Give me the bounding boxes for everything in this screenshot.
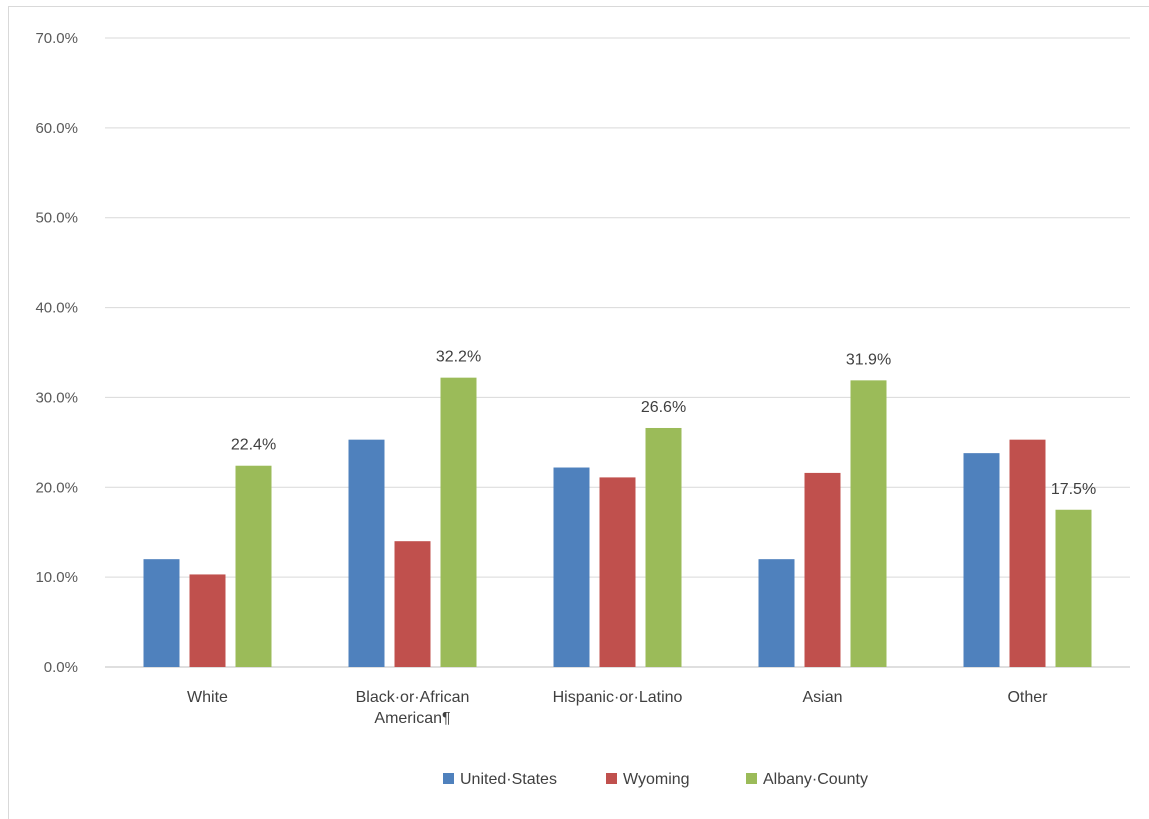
bar-0-1 <box>348 439 385 667</box>
bar-1-0 <box>189 574 226 667</box>
bar-0-2 <box>553 467 590 667</box>
legend-label-1: Wyoming <box>623 771 690 788</box>
y-tick-label: 20.0% <box>35 479 78 496</box>
legend-swatch-0 <box>443 773 454 784</box>
chart-frame <box>8 6 1149 819</box>
data-label: 26.6% <box>641 399 686 416</box>
data-label: 32.2% <box>436 349 481 366</box>
category-label: American¶ <box>374 710 450 727</box>
data-label: 22.4% <box>231 437 276 454</box>
bar-1-1 <box>394 541 431 667</box>
category-label: Hispanic·or·Latino <box>553 689 683 706</box>
y-tick-label: 10.0% <box>35 569 78 586</box>
data-label: 31.9% <box>846 351 891 368</box>
legend-label-2: Albany·County <box>763 771 868 788</box>
bar-0-0 <box>143 559 180 667</box>
bar-0-4 <box>963 453 1000 667</box>
bars <box>143 377 1092 667</box>
bar-1-3 <box>804 472 841 667</box>
y-tick-label: 60.0% <box>35 120 78 137</box>
bar-1-2 <box>599 477 636 667</box>
bar-2-2 <box>645 427 682 667</box>
data-labels: 22.4% 32.2% 26.6% 31.9% 17.5% <box>231 349 1096 498</box>
category-label: Other <box>1007 689 1048 706</box>
x-axis-categories: White Black·or·African American¶ Hispanic·o… <box>187 689 1048 727</box>
bar-2-1 <box>440 377 477 667</box>
y-tick-label: 70.0% <box>35 30 78 47</box>
bar-0-3 <box>758 559 795 667</box>
legend-label-0: United·States <box>460 771 557 788</box>
bar-2-3 <box>850 380 887 667</box>
data-label: 17.5% <box>1051 481 1096 498</box>
category-label: Asian <box>802 689 842 706</box>
y-tick-label: 40.0% <box>35 300 78 317</box>
category-label: Black·or·African <box>356 689 470 706</box>
y-tick-label: 50.0% <box>35 210 78 227</box>
bar-1-4 <box>1009 439 1046 667</box>
y-axis-ticks: 0.0% 10.0% 20.0% 30.0% 40.0% 50.0% 60.0% 70.0% <box>35 30 78 676</box>
bar-2-0 <box>235 465 272 667</box>
category-label: White <box>187 689 228 706</box>
legend-swatch-2 <box>746 773 757 784</box>
bar-2-4 <box>1055 509 1092 667</box>
y-tick-label: 30.0% <box>35 389 78 406</box>
legend-swatch-1 <box>606 773 617 784</box>
legend: United·States Wyoming Albany·County <box>443 771 868 788</box>
y-tick-label: 0.0% <box>44 659 78 676</box>
